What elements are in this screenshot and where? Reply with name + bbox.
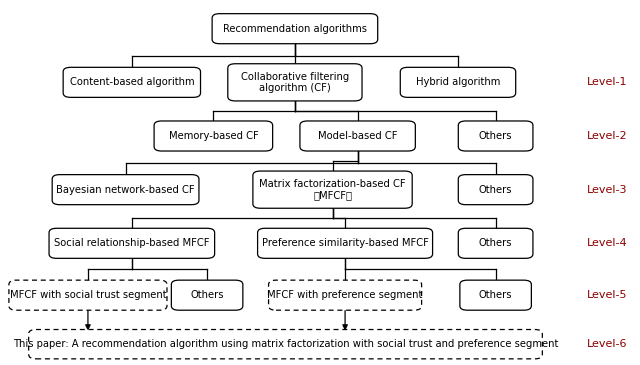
Text: Others: Others: [479, 185, 513, 195]
Text: MFCF with preference segment: MFCF with preference segment: [268, 290, 423, 300]
FancyBboxPatch shape: [460, 280, 531, 310]
Text: Recommendation algorithms: Recommendation algorithms: [223, 24, 367, 34]
Text: Level-2: Level-2: [587, 131, 627, 141]
Text: Level-5: Level-5: [587, 290, 627, 300]
Text: Level-3: Level-3: [587, 185, 627, 195]
FancyBboxPatch shape: [228, 64, 362, 101]
FancyBboxPatch shape: [212, 14, 378, 44]
Text: Others: Others: [190, 290, 224, 300]
FancyBboxPatch shape: [154, 121, 273, 151]
Text: Content-based algorithm: Content-based algorithm: [70, 77, 194, 87]
FancyBboxPatch shape: [300, 121, 415, 151]
Text: Hybrid algorithm: Hybrid algorithm: [416, 77, 500, 87]
Text: Level-1: Level-1: [587, 77, 627, 87]
Text: This paper: A recommendation algorithm using matrix factorization with social tr: This paper: A recommendation algorithm u…: [13, 339, 558, 349]
Text: Others: Others: [479, 131, 513, 141]
Text: Memory-based CF: Memory-based CF: [168, 131, 259, 141]
FancyBboxPatch shape: [172, 280, 243, 310]
FancyBboxPatch shape: [49, 228, 214, 258]
Text: MFCF with social trust segment: MFCF with social trust segment: [10, 290, 166, 300]
Text: Level-4: Level-4: [587, 238, 627, 248]
FancyBboxPatch shape: [458, 228, 533, 258]
FancyBboxPatch shape: [257, 228, 433, 258]
FancyBboxPatch shape: [458, 121, 533, 151]
Text: Preference similarity-based MFCF: Preference similarity-based MFCF: [262, 238, 429, 248]
FancyBboxPatch shape: [29, 330, 542, 359]
Text: Social relationship-based MFCF: Social relationship-based MFCF: [54, 238, 209, 248]
FancyBboxPatch shape: [52, 174, 199, 205]
Text: Matrix factorization-based CF
（MFCF）: Matrix factorization-based CF （MFCF）: [259, 179, 406, 200]
FancyBboxPatch shape: [269, 280, 422, 310]
Text: Others: Others: [479, 238, 513, 248]
FancyBboxPatch shape: [458, 174, 533, 205]
FancyBboxPatch shape: [253, 171, 412, 208]
FancyBboxPatch shape: [400, 67, 516, 97]
Text: Level-6: Level-6: [587, 339, 627, 349]
Text: Model-based CF: Model-based CF: [318, 131, 397, 141]
FancyBboxPatch shape: [9, 280, 167, 310]
Text: Others: Others: [479, 290, 513, 300]
FancyBboxPatch shape: [63, 67, 200, 97]
Text: Bayesian network-based CF: Bayesian network-based CF: [56, 185, 195, 195]
Text: Collaborative filtering
algorithm (CF): Collaborative filtering algorithm (CF): [241, 72, 349, 93]
